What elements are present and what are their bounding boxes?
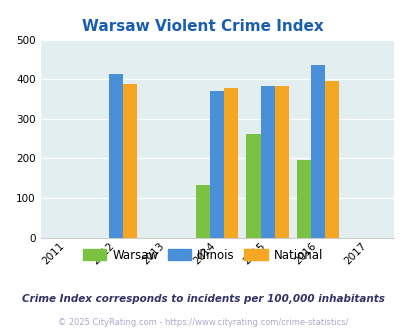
Bar: [109, 74, 123, 238]
Text: Warsaw Violent Crime Index: Warsaw Violent Crime Index: [82, 19, 323, 34]
Bar: [260, 86, 274, 238]
Bar: [274, 86, 288, 238]
Text: Crime Index corresponds to incidents per 100,000 inhabitants: Crime Index corresponds to incidents per…: [21, 294, 384, 304]
Text: © 2025 CityRating.com - https://www.cityrating.com/crime-statistics/: © 2025 CityRating.com - https://www.city…: [58, 318, 347, 327]
Bar: [324, 81, 339, 238]
Bar: [210, 91, 224, 238]
Bar: [246, 134, 260, 238]
Bar: [196, 185, 210, 238]
Bar: [296, 160, 310, 238]
Bar: [310, 65, 324, 238]
Bar: [123, 83, 137, 238]
Legend: Warsaw, Illinois, National: Warsaw, Illinois, National: [78, 244, 327, 266]
Bar: [224, 88, 238, 238]
